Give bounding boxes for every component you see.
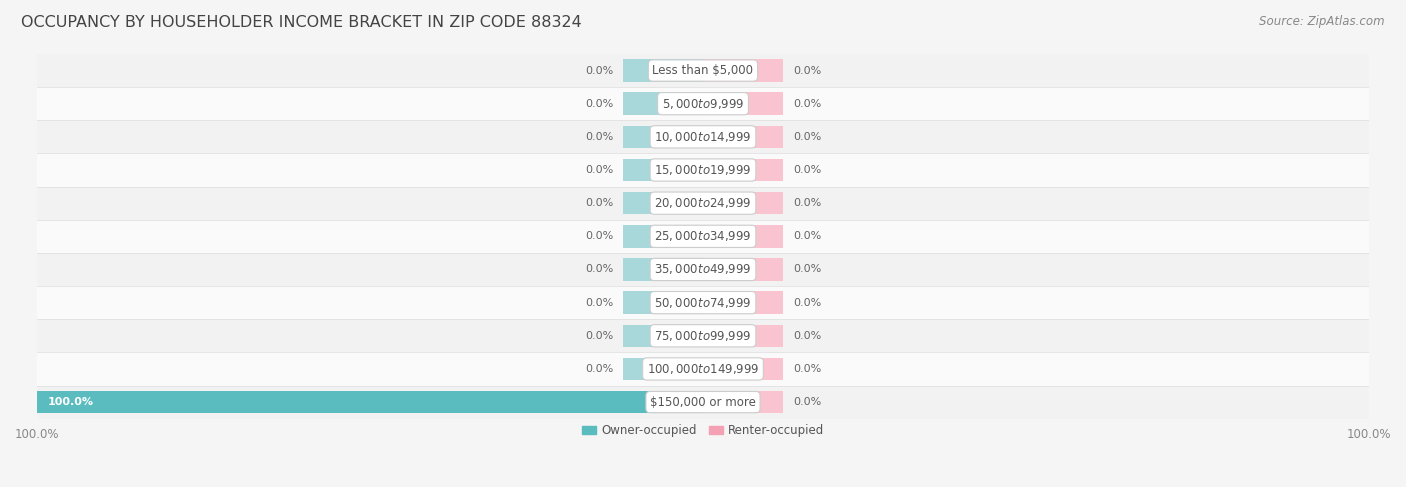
Bar — [37, 220, 1369, 253]
Text: 0.0%: 0.0% — [585, 99, 613, 109]
Text: 0.0%: 0.0% — [585, 231, 613, 242]
Text: 0.0%: 0.0% — [793, 331, 821, 341]
Bar — [37, 54, 1369, 87]
Text: 0.0%: 0.0% — [793, 397, 821, 407]
Text: $75,000 to $99,999: $75,000 to $99,999 — [654, 329, 752, 343]
Bar — [623, 357, 703, 380]
Bar — [703, 391, 783, 413]
Text: 0.0%: 0.0% — [585, 165, 613, 175]
Text: $10,000 to $14,999: $10,000 to $14,999 — [654, 130, 752, 144]
Text: Less than $5,000: Less than $5,000 — [652, 64, 754, 77]
Bar — [37, 353, 1369, 386]
Text: 0.0%: 0.0% — [793, 231, 821, 242]
Text: $25,000 to $34,999: $25,000 to $34,999 — [654, 229, 752, 244]
Text: $20,000 to $24,999: $20,000 to $24,999 — [654, 196, 752, 210]
Bar — [703, 225, 783, 247]
Bar — [623, 291, 703, 314]
Bar — [703, 126, 783, 148]
Text: 0.0%: 0.0% — [793, 165, 821, 175]
Bar — [623, 159, 703, 181]
Text: 0.0%: 0.0% — [793, 298, 821, 308]
Text: 0.0%: 0.0% — [585, 198, 613, 208]
Bar — [623, 324, 703, 347]
Text: 0.0%: 0.0% — [793, 264, 821, 275]
Bar — [37, 386, 1369, 419]
Bar — [623, 93, 703, 115]
Bar — [703, 159, 783, 181]
Bar — [623, 225, 703, 247]
Bar — [703, 192, 783, 214]
Bar — [623, 192, 703, 214]
Bar — [623, 126, 703, 148]
Bar — [37, 120, 1369, 153]
Bar — [703, 59, 783, 82]
Bar — [623, 258, 703, 281]
Legend: Owner-occupied, Renter-occupied: Owner-occupied, Renter-occupied — [578, 419, 828, 442]
Bar — [703, 258, 783, 281]
Text: 0.0%: 0.0% — [793, 66, 821, 75]
Bar — [37, 187, 1369, 220]
Text: 0.0%: 0.0% — [793, 132, 821, 142]
Bar — [703, 93, 783, 115]
Bar — [37, 319, 1369, 353]
Text: 0.0%: 0.0% — [585, 264, 613, 275]
Bar — [37, 253, 1369, 286]
Text: $15,000 to $19,999: $15,000 to $19,999 — [654, 163, 752, 177]
Text: 0.0%: 0.0% — [585, 132, 613, 142]
Text: $100,000 to $149,999: $100,000 to $149,999 — [647, 362, 759, 376]
Text: 0.0%: 0.0% — [585, 364, 613, 374]
Text: $35,000 to $49,999: $35,000 to $49,999 — [654, 262, 752, 277]
Text: 0.0%: 0.0% — [585, 298, 613, 308]
Text: 0.0%: 0.0% — [793, 198, 821, 208]
Text: 0.0%: 0.0% — [793, 99, 821, 109]
Bar — [37, 153, 1369, 187]
Text: 100.0%: 100.0% — [48, 397, 93, 407]
Bar — [37, 87, 1369, 120]
Text: 0.0%: 0.0% — [585, 66, 613, 75]
Bar — [623, 59, 703, 82]
Text: 0.0%: 0.0% — [585, 331, 613, 341]
Text: 0.0%: 0.0% — [793, 364, 821, 374]
Bar — [703, 324, 783, 347]
Text: OCCUPANCY BY HOUSEHOLDER INCOME BRACKET IN ZIP CODE 88324: OCCUPANCY BY HOUSEHOLDER INCOME BRACKET … — [21, 15, 582, 30]
Text: $5,000 to $9,999: $5,000 to $9,999 — [662, 97, 744, 111]
Bar — [37, 391, 703, 413]
Bar — [37, 286, 1369, 319]
Text: $50,000 to $74,999: $50,000 to $74,999 — [654, 296, 752, 310]
Text: $150,000 or more: $150,000 or more — [650, 395, 756, 409]
Bar — [703, 357, 783, 380]
Bar — [703, 291, 783, 314]
Text: Source: ZipAtlas.com: Source: ZipAtlas.com — [1260, 15, 1385, 28]
